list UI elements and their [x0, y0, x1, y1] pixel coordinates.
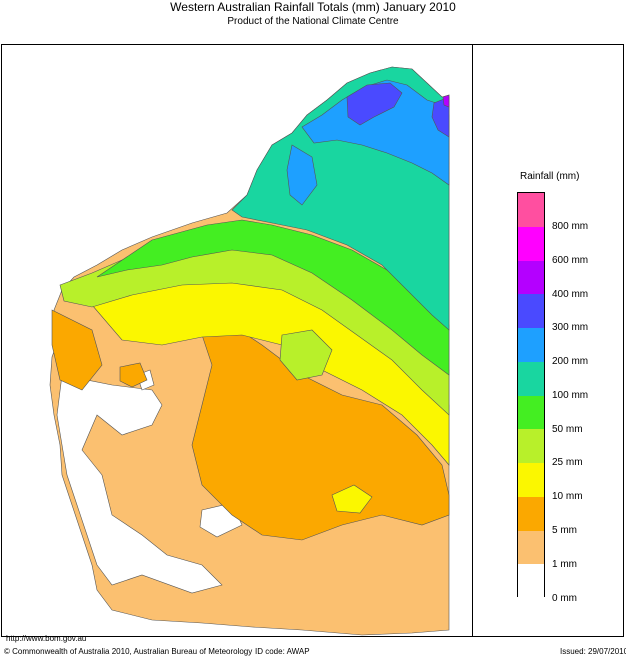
id-code: ID code: AWAP — [255, 647, 310, 656]
frame-divider — [472, 44, 473, 637]
legend-title: Rainfall (mm) — [520, 171, 580, 182]
legend-label-100: 100 mm — [552, 390, 589, 401]
legend-label-25: 25 mm — [552, 457, 583, 468]
legend-label-0: 0 mm — [552, 593, 577, 604]
zone-50mm — [96, 219, 450, 376]
legend-label-400: 400 mm — [552, 289, 589, 300]
legend-swatch-25 — [518, 429, 544, 463]
legend-label-600: 600 mm — [552, 255, 589, 266]
zone-400mm — [442, 94, 450, 108]
issued-date: Issued: 29/07/2010 — [560, 647, 626, 656]
legend-label-800: 800 mm — [552, 221, 589, 232]
legend-swatch-600 — [518, 226, 544, 261]
legend-swatch-1 — [518, 530, 544, 565]
zone-5mm-west — [51, 309, 103, 391]
legend-label-1: 1 mm — [552, 559, 577, 570]
rainfall-map — [49, 66, 450, 636]
zone-25mm-inner — [279, 329, 333, 381]
legend-swatch-0 — [518, 564, 544, 598]
legend-swatch-100 — [518, 361, 544, 396]
legend-label-50: 50 mm — [552, 424, 583, 435]
legend-swatch-400 — [518, 260, 544, 295]
legend-label-200: 200 mm — [552, 356, 589, 367]
legend-swatch-10 — [518, 463, 544, 497]
map-frame — [1, 44, 624, 637]
zone-10mm-spot — [331, 484, 373, 514]
source-url[interactable]: http://www.bom.gov.au — [6, 634, 87, 643]
legend-label-300: 300 mm — [552, 322, 589, 333]
legend-swatch-800 — [518, 193, 544, 227]
zone-0mm-southwest — [56, 374, 223, 594]
zone-300mm — [346, 82, 403, 126]
zone-200mm-west — [286, 144, 318, 206]
legend-swatch-5 — [518, 496, 544, 531]
legend-label-10: 10 mm — [552, 491, 583, 502]
zone-5mm-spot — [119, 362, 148, 388]
legend-swatch-50 — [518, 395, 544, 430]
legend-swatch-200 — [518, 328, 544, 362]
zone-5mm — [191, 324, 450, 541]
map-subtitle: Product of the National Climate Centre — [227, 16, 399, 27]
legend-colorbar — [517, 192, 545, 598]
legend-label-5: 5 mm — [552, 525, 577, 536]
map-title: Western Australian Rainfall Totals (mm) … — [170, 0, 456, 14]
legend-swatch-300 — [518, 294, 544, 328]
copyright-notice: © Commonwealth of Australia 2010, Austra… — [4, 647, 253, 656]
